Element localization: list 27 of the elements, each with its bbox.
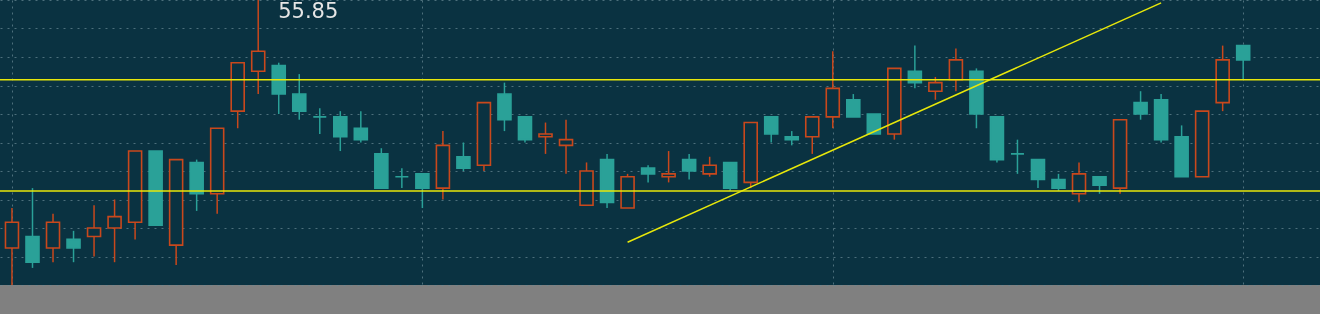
- candlestick: [66, 230, 81, 263]
- candlestick: [86, 204, 102, 258]
- candlestick: [763, 116, 779, 144]
- candlestick: [558, 118, 574, 175]
- annotation: 55.85: [278, 0, 339, 23]
- candlestick: [681, 153, 697, 181]
- candlestick: [1235, 44, 1251, 81]
- candlestick: [312, 107, 328, 135]
- candlestick: [948, 47, 964, 92]
- candlestick: [1133, 90, 1148, 121]
- candlestick: [333, 110, 348, 152]
- candlestick: [353, 110, 369, 144]
- candlestick: [1030, 158, 1046, 189]
- candlestick: [538, 121, 553, 155]
- candlestick: [394, 167, 410, 189]
- candlestick: [846, 93, 861, 118]
- candlestick: [1010, 138, 1025, 175]
- candlestick: [702, 156, 717, 178]
- candlestick: [804, 116, 820, 155]
- candlestick: [456, 141, 471, 172]
- candlestick: [107, 198, 122, 263]
- candlestick: [928, 76, 943, 101]
- candlestick: [1071, 161, 1087, 204]
- candlestick: [661, 150, 676, 184]
- candlestick: [415, 173, 430, 209]
- candlestick: [517, 116, 533, 144]
- candlestick: [291, 73, 307, 121]
